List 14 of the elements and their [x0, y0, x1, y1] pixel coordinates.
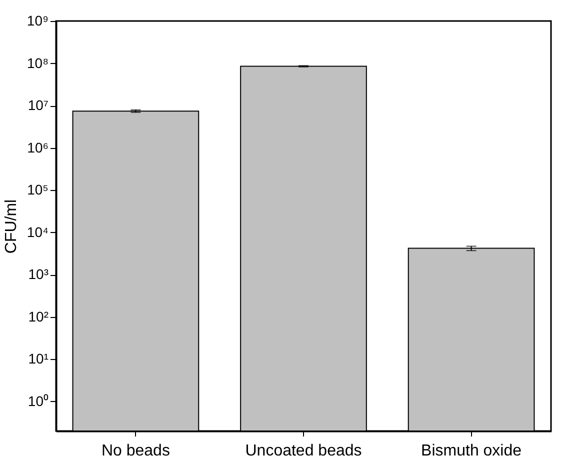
y-tick-label: 10¹	[28, 350, 49, 367]
y-axis-title: CFU/ml	[2, 199, 20, 254]
x-tick-label: Bismuth oxide	[421, 442, 522, 460]
y-tick-label: 10⁴	[26, 224, 48, 240]
y-tick-label: 10⁶	[27, 139, 48, 156]
y-tick-label: 10⁸	[27, 54, 49, 71]
y-tick-label: 10⁷	[28, 97, 48, 114]
x-tick-label: Uncoated beads	[245, 442, 362, 460]
x-tick-label: No beads	[101, 442, 170, 460]
y-tick-label: 10³	[28, 266, 49, 282]
y-tick-label: 10⁹	[26, 12, 48, 28]
y-tick-label: 10⁰	[28, 392, 48, 409]
y-tick-label: 10²	[28, 308, 49, 324]
y-tick-label: 10⁵	[27, 182, 48, 198]
